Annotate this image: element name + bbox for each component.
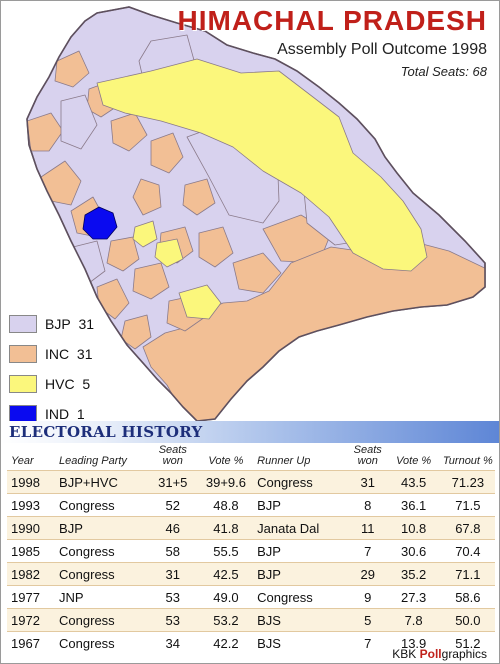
region-inc bbox=[132, 262, 170, 300]
region-hvc bbox=[178, 284, 222, 320]
constituency-map bbox=[26, 6, 486, 421]
region-inc bbox=[182, 178, 216, 216]
legend-item-hvc: HVC 5 bbox=[9, 373, 94, 395]
col-runner-vote: Vote % bbox=[396, 455, 432, 467]
region-inc bbox=[106, 236, 140, 272]
table-row: 1993 Congress 52 48.8 BJP 8 36.1 71.5 bbox=[7, 493, 495, 517]
legend-swatch bbox=[9, 375, 37, 393]
region-inc bbox=[54, 50, 90, 88]
legend-swatch bbox=[9, 315, 37, 333]
legend-party: HVC 5 bbox=[45, 376, 91, 392]
page-title: HIMACHAL PRADESH bbox=[177, 5, 487, 36]
credit-line: KBK Pollgraphics bbox=[392, 647, 487, 661]
region-bjp bbox=[60, 94, 98, 150]
region-inc bbox=[232, 252, 282, 294]
total-seats: Total Seats: 68 bbox=[400, 64, 487, 79]
col-leading-party: Leading Party bbox=[59, 455, 127, 467]
history-header-bar bbox=[1, 421, 499, 443]
region-inc bbox=[27, 112, 64, 152]
page-subtitle: Assembly Poll Outcome 1998 bbox=[277, 41, 487, 58]
region-inc bbox=[150, 132, 184, 174]
col-runner-seats: Seats won bbox=[353, 444, 382, 467]
region-hvc bbox=[154, 238, 184, 268]
legend-party: BJP 31 bbox=[45, 316, 95, 332]
legend-item-inc: INC 31 bbox=[9, 343, 94, 365]
table-header-row: Year Leading Party Seats won Vote % Runn… bbox=[7, 445, 495, 471]
table-row: 1972 Congress 53 53.2 BJS 5 7.8 50.0 bbox=[7, 608, 495, 632]
table-row: 1998 BJP+HVC 31+5 39+9.6 Congress 31 43.… bbox=[7, 470, 495, 494]
col-vote: Vote % bbox=[208, 455, 244, 467]
table-row: 1985 Congress 58 55.5 BJP 7 30.6 70.4 bbox=[7, 539, 495, 563]
region-ind bbox=[82, 206, 118, 240]
col-year: Year bbox=[11, 455, 34, 467]
legend-swatch bbox=[9, 345, 37, 363]
col-seats-won: Seats won bbox=[158, 444, 187, 467]
region-hvc bbox=[96, 58, 428, 272]
table-row: 1967 Congress 34 42.2 BJS 7 13.9 51.2 bbox=[7, 631, 495, 655]
map-legend: BJP 31 INC 31 HVC 5 IND 1 bbox=[9, 313, 94, 433]
legend-item-bjp: BJP 31 bbox=[9, 313, 94, 335]
history-title: ELECTORAL HISTORY bbox=[9, 423, 203, 441]
state-border bbox=[26, 6, 486, 421]
table-row: 1982 Congress 31 42.5 BJP 29 35.2 71.1 bbox=[7, 562, 495, 586]
col-runner-up: Runner Up bbox=[257, 455, 311, 467]
col-turnout: Turnout % bbox=[442, 455, 493, 467]
legend-party: INC 31 bbox=[45, 346, 93, 362]
table-row: 1990 BJP 46 41.8 Janata Dal 11 10.8 67.8 bbox=[7, 516, 495, 540]
electoral-history-table: Year Leading Party Seats won Vote % Runn… bbox=[7, 445, 495, 655]
table-row: 1977 JNP 53 49.0 Congress 9 27.3 58.6 bbox=[7, 585, 495, 609]
legend-party: IND 1 bbox=[45, 406, 85, 422]
region-inc bbox=[132, 178, 162, 216]
region-inc bbox=[198, 226, 234, 268]
region-hvc bbox=[132, 220, 158, 248]
